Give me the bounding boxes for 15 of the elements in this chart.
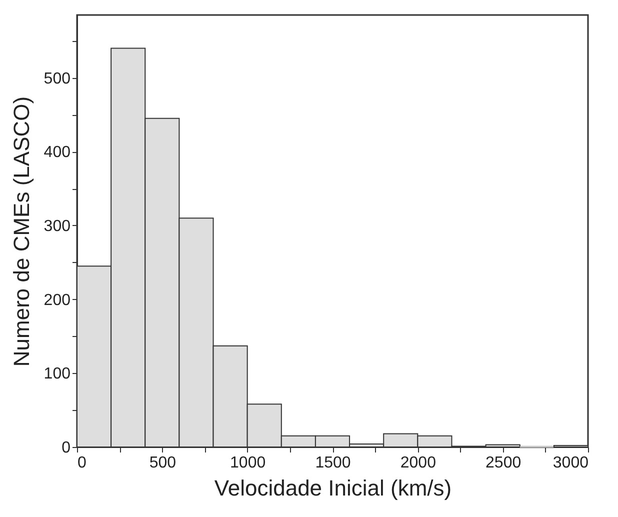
y-tick-label: 400 [44, 144, 71, 162]
x-tick-label: 1000 [230, 454, 266, 472]
y-axis-title: Numero de CMEs (LASCO) [8, 96, 34, 367]
y-tick-label: 500 [44, 70, 71, 88]
x-tick-label: 3000 [552, 454, 589, 472]
y-tick-label: 200 [44, 292, 71, 309]
x-tick-label: 1500 [315, 454, 351, 472]
x-tick-label: 2500 [486, 454, 522, 472]
x-tick-label: 0 [78, 454, 86, 472]
y-tick-label: 300 [44, 218, 71, 235]
x-tick-label: 500 [149, 454, 176, 472]
y-tick-label: 100 [44, 366, 71, 383]
y-tick-label: 0 [62, 440, 71, 456]
x-tick-label: 2000 [400, 454, 436, 472]
x-axis-title: Velocidade Inicial (km/s) [214, 476, 452, 500]
